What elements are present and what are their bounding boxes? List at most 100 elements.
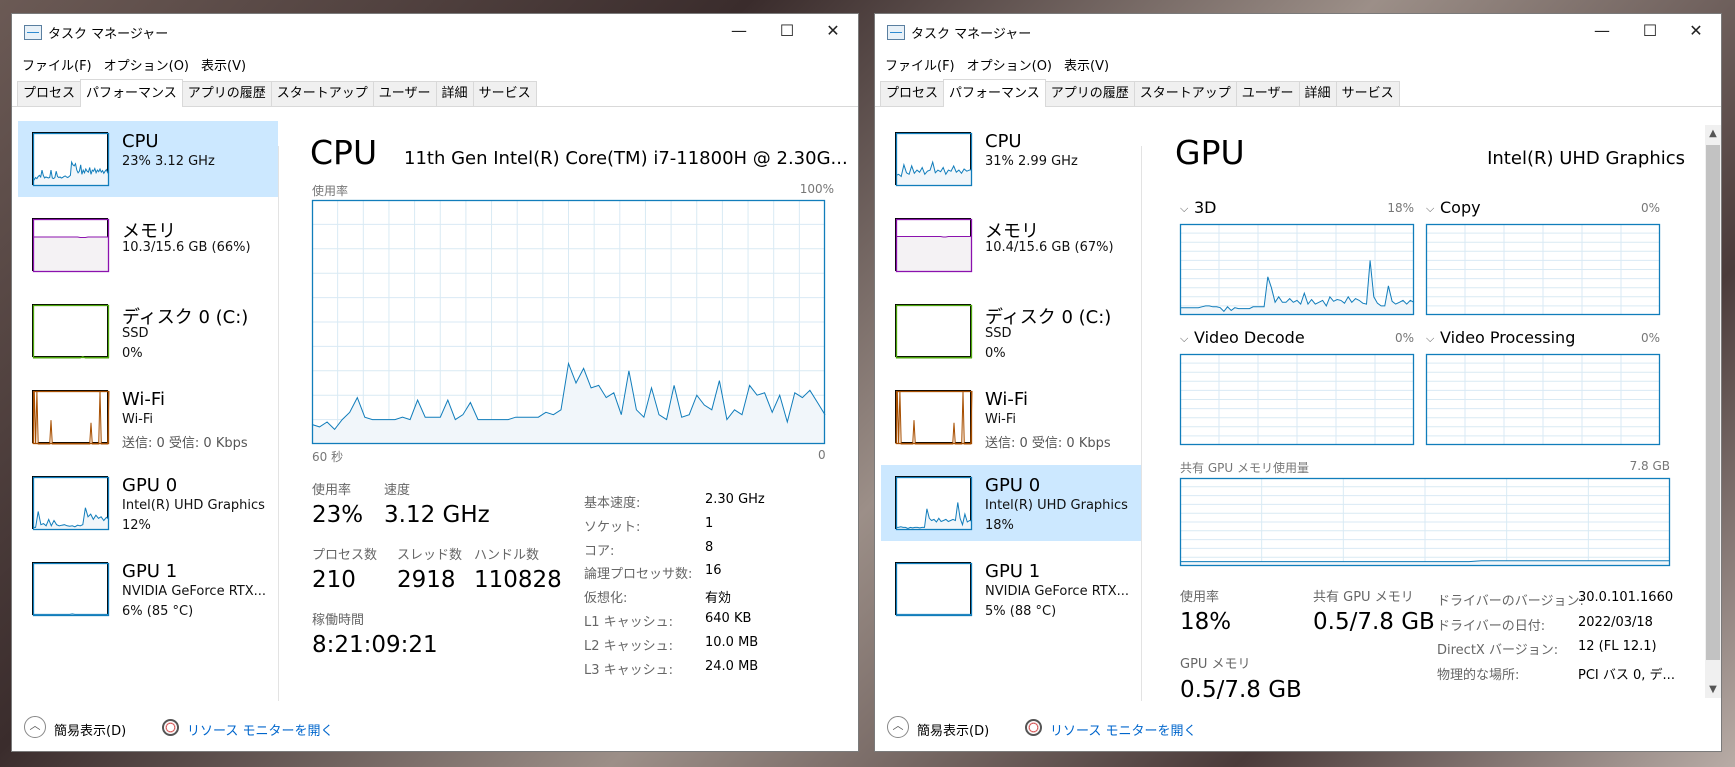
sidebar-item-detail: NVIDIA GeForce RTX...	[122, 584, 267, 599]
sidebar-item-detail: 10.3/15.6 GB (66%)	[122, 240, 251, 255]
engine-chevron-icon[interactable]: ⌵	[1426, 202, 1435, 215]
sidebar-item[interactable]: Wi-Fi Wi-Fi 送信: 0 受信: 0 Kbps	[18, 379, 278, 455]
close-button[interactable]: ✕	[1689, 21, 1703, 40]
menu-item[interactable]: ファイル(F)	[22, 58, 92, 74]
series-line	[32, 390, 110, 445]
chart-border	[32, 562, 110, 617]
fewer-details-button[interactable]: 簡易表示(D)	[917, 724, 990, 739]
sidebar-item[interactable]: GPU 0 Intel(R) UHD Graphics 18%	[881, 465, 1141, 541]
tab[interactable]: 詳細	[435, 81, 474, 106]
sidebar-item[interactable]: GPU 1 NVIDIA GeForce RTX... 5% (88 °C)	[881, 551, 1141, 627]
minimize-button[interactable]: —	[731, 21, 747, 40]
sidebar-item[interactable]: ディスク 0 (C:) SSD 0%	[18, 293, 278, 369]
sidebar-item[interactable]: CPU 23% 3.12 GHz	[18, 121, 278, 197]
tab[interactable]: サービス	[472, 81, 537, 106]
engine-chevron-icon[interactable]: ⌵	[1426, 332, 1435, 345]
tab[interactable]: アプリの履歴	[181, 81, 272, 106]
sidebar-item[interactable]: CPU 31% 2.99 GHz	[881, 121, 1141, 197]
tab[interactable]: アプリの履歴	[1044, 81, 1135, 106]
tab[interactable]: プロセス	[17, 81, 82, 106]
maximize-button[interactable]: ☐	[779, 21, 795, 40]
uptime-label: 稼働時間	[312, 613, 365, 628]
minimize-button[interactable]: —	[1594, 21, 1610, 40]
engine-chevron-icon[interactable]: ⌵	[1180, 332, 1189, 345]
detail-value: PCI バス 0, デ...	[1578, 667, 1675, 683]
engine-name[interactable]: Video Decode	[1194, 328, 1305, 347]
sidebar-item[interactable]: メモリ 10.3/15.6 GB (66%)	[18, 207, 278, 283]
processes-value: 210	[312, 567, 356, 593]
sidebar-item[interactable]: GPU 1 NVIDIA GeForce RTX... 6% (85 °C)	[18, 551, 278, 627]
sidebar-item-name: GPU 1	[985, 561, 1041, 582]
sidebar-item[interactable]: ディスク 0 (C:) SSD 0%	[881, 293, 1141, 369]
sidebar-item[interactable]: メモリ 10.4/15.6 GB (67%)	[881, 207, 1141, 283]
cpu-model: 11th Gen Intel(R) Core(TM) i7-11800H @ 2…	[404, 148, 848, 169]
chart-border	[32, 218, 110, 273]
title-bar[interactable]: タスク マネージャー — ☐ ✕	[875, 14, 1721, 50]
chevron-up-icon[interactable]: ︿	[887, 716, 909, 738]
menu-item[interactable]: オプション(O)	[966, 58, 1053, 74]
tab[interactable]: サービス	[1335, 81, 1400, 106]
close-button[interactable]: ✕	[826, 21, 840, 40]
engine-chart	[1425, 353, 1661, 446]
engine-name[interactable]: Copy	[1440, 198, 1481, 217]
tab[interactable]: プロセス	[880, 81, 945, 106]
chart-border	[895, 218, 973, 273]
task-manager-icon	[24, 25, 42, 40]
chevron-up-icon[interactable]: ︿	[24, 716, 46, 738]
threads-value: 2918	[397, 567, 456, 593]
open-resource-monitor-link[interactable]: リソース モニターを開く	[1050, 724, 1197, 739]
fewer-details-button[interactable]: 簡易表示(D)	[54, 724, 127, 739]
sidebar-item-name: ディスク 0 (C:)	[985, 307, 1112, 328]
sidebar-item-name: GPU 1	[122, 561, 178, 582]
sidebar-item-name: GPU 0	[122, 475, 178, 496]
task-manager-window-gpu: タスク マネージャー — ☐ ✕ ファイル(F) オプション(O) 表示(V) プロセス パフォ…	[874, 13, 1722, 752]
tab[interactable]: スタートアップ	[270, 81, 374, 106]
shared-memory-max: 7.8 GB	[1629, 459, 1670, 473]
scroll-up-icon[interactable]: ▲	[1709, 128, 1717, 139]
resource-monitor-icon	[162, 719, 179, 736]
tab[interactable]: ユーザー	[1235, 81, 1300, 106]
series-area	[896, 391, 972, 444]
detail-label: ドライバーの日付:	[1437, 618, 1546, 634]
tab[interactable]: パフォーマンス	[943, 79, 1046, 107]
tab[interactable]: スタートアップ	[1133, 81, 1237, 106]
divider	[278, 146, 279, 701]
menu-item[interactable]: オプション(O)	[103, 58, 190, 74]
series-area	[33, 391, 109, 444]
title-bar[interactable]: タスク マネージャー — ☐ ✕	[12, 14, 858, 50]
menu-item[interactable]: 表示(V)	[201, 58, 247, 74]
sidebar-item-detail: 0%	[122, 346, 143, 361]
scroll-down-icon[interactable]: ▼	[1709, 684, 1717, 695]
series-area	[33, 237, 109, 272]
engine-name[interactable]: 3D	[1194, 198, 1217, 217]
chart-border	[895, 476, 973, 531]
menu-item[interactable]: 表示(V)	[1064, 58, 1110, 74]
sidebar-item[interactable]: GPU 0 Intel(R) UHD Graphics 12%	[18, 465, 278, 541]
usage-label: 使用率	[1180, 590, 1220, 605]
chart-max-label: 100%	[799, 182, 834, 196]
engine-name[interactable]: Video Processing	[1440, 328, 1576, 347]
sidebar-item-detail: 31% 2.99 GHz	[985, 154, 1078, 169]
scrollbar[interactable]: ▲ ▼	[1705, 125, 1721, 698]
open-resource-monitor-link[interactable]: リソース モニターを開く	[187, 724, 334, 739]
sidebar-item-name: メモリ	[985, 221, 1039, 242]
tab-bar: プロセス パフォーマンス アプリの履歴 スタートアップ ユーザー 詳細 サービス	[875, 79, 1721, 107]
sidebar-item[interactable]: Wi-Fi Wi-Fi 送信: 0 受信: 0 Kbps	[881, 379, 1141, 455]
engine-value: 0%	[1394, 331, 1414, 345]
sidebar-thumbnail-graph	[32, 132, 110, 187]
series-area	[312, 363, 825, 444]
sidebar-item-detail: 送信: 0 受信: 0 Kbps	[985, 436, 1111, 451]
detail-label: L1 キャッシュ:	[584, 615, 674, 630]
series-line	[32, 160, 110, 181]
chart-border	[895, 304, 973, 359]
maximize-button[interactable]: ☐	[1642, 21, 1658, 40]
chart-border	[895, 390, 973, 445]
scrollbar-thumb[interactable]	[1706, 145, 1720, 660]
engine-chevron-icon[interactable]: ⌵	[1180, 202, 1189, 215]
tab[interactable]: ユーザー	[372, 81, 437, 106]
chart-border	[1425, 353, 1661, 446]
tab[interactable]: 詳細	[1298, 81, 1337, 106]
tab[interactable]: パフォーマンス	[80, 79, 183, 107]
detail-value: 640 KB	[705, 611, 752, 626]
menu-item[interactable]: ファイル(F)	[885, 58, 955, 74]
